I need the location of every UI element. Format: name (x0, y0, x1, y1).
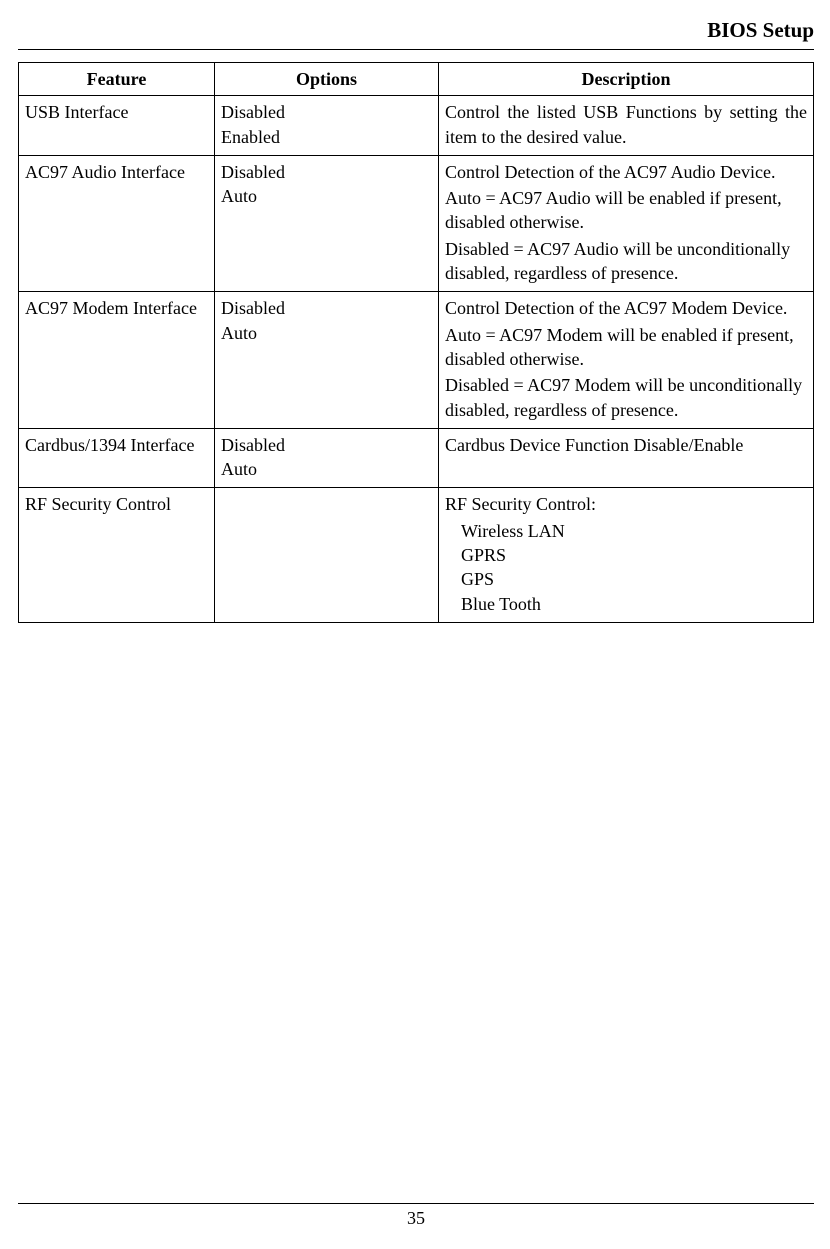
description-cell: Cardbus Device Function Disable/Enable (439, 428, 814, 488)
option-value: Disabled (221, 433, 432, 457)
option-value: Disabled (221, 100, 432, 124)
col-header-options: Options (215, 63, 439, 96)
options-cell: Disabled Auto (215, 155, 439, 291)
option-value: Enabled (221, 125, 432, 149)
description-text: Control Detection of the AC97 Modem Devi… (445, 296, 807, 320)
option-value: Auto (221, 457, 432, 481)
feature-cell: RF Security Control (19, 488, 215, 622)
description-text: Auto = AC97 Modem will be enabled if pre… (445, 323, 807, 372)
page-number: 35 (407, 1208, 425, 1228)
description-cell: Control Detection of the AC97 Modem Devi… (439, 292, 814, 428)
page-header: BIOS Setup (18, 18, 814, 50)
description-text: Control the listed USB Functions by sett… (445, 100, 807, 149)
option-value: Auto (221, 184, 432, 208)
bios-table: Feature Options Description USB Interfac… (18, 62, 814, 623)
feature-cell: AC97 Audio Interface (19, 155, 215, 291)
description-cell: Control the listed USB Functions by sett… (439, 96, 814, 156)
description-list-item: GPRS (445, 543, 807, 567)
options-cell: Disabled Auto (215, 428, 439, 488)
table-row: Cardbus/1394 Interface Disabled Auto Car… (19, 428, 814, 488)
table-row: AC97 Audio Interface Disabled Auto Contr… (19, 155, 814, 291)
options-cell (215, 488, 439, 622)
options-cell: Disabled Auto (215, 292, 439, 428)
option-value: Disabled (221, 296, 432, 320)
description-text: Disabled = AC97 Modem will be unconditio… (445, 373, 807, 422)
description-list-item: GPS (445, 567, 807, 591)
feature-cell: Cardbus/1394 Interface (19, 428, 215, 488)
col-header-feature: Feature (19, 63, 215, 96)
description-list-item: Wireless LAN (445, 519, 807, 543)
description-text: Cardbus Device Function Disable/Enable (445, 433, 807, 457)
description-cell: Control Detection of the AC97 Audio Devi… (439, 155, 814, 291)
feature-cell: AC97 Modem Interface (19, 292, 215, 428)
feature-cell: USB Interface (19, 96, 215, 156)
description-list-item: Blue Tooth (445, 592, 807, 616)
table-row: RF Security Control RF Security Control:… (19, 488, 814, 622)
table-header-row: Feature Options Description (19, 63, 814, 96)
description-heading: RF Security Control: (445, 492, 807, 516)
option-value: Disabled (221, 160, 432, 184)
page-footer: 35 (18, 1203, 814, 1229)
table-row: USB Interface Disabled Enabled Control t… (19, 96, 814, 156)
description-text: Auto = AC97 Audio will be enabled if pre… (445, 186, 807, 235)
description-text: Control Detection of the AC97 Audio Devi… (445, 160, 807, 184)
option-value: Auto (221, 321, 432, 345)
options-cell: Disabled Enabled (215, 96, 439, 156)
table-row: AC97 Modem Interface Disabled Auto Contr… (19, 292, 814, 428)
col-header-description: Description (439, 63, 814, 96)
description-text: Disabled = AC97 Audio will be unconditio… (445, 237, 807, 286)
description-cell: RF Security Control: Wireless LAN GPRS G… (439, 488, 814, 622)
